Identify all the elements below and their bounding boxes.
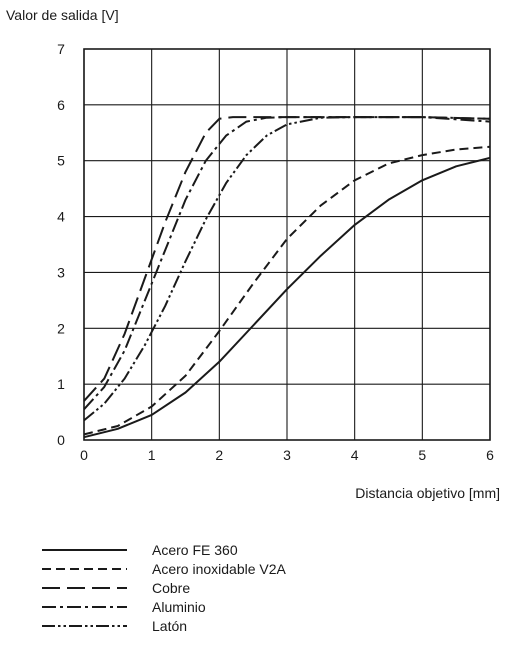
tick-labels: 0 1 2 3 4 5 6 0 1 2 3 4 5 6 7 (57, 41, 494, 463)
x-tick-label: 5 (418, 447, 426, 463)
y-tick-label: 7 (57, 41, 65, 57)
x-axis-title: Distancia objetivo [mm] (355, 485, 500, 501)
legend-label-1: Acero FE 360 (152, 542, 238, 558)
grid (83, 48, 491, 441)
x-tick-label: 6 (486, 447, 494, 463)
y-tick-label: 5 (57, 153, 65, 169)
x-tick-label: 1 (148, 447, 156, 463)
x-tick-label: 3 (283, 447, 291, 463)
y-tick-label: 4 (57, 209, 65, 225)
y-tick-label: 2 (57, 320, 65, 336)
series-lines (83, 116, 491, 439)
legend-label-3: Cobre (152, 580, 190, 596)
y-tick-label: 0 (57, 432, 65, 448)
series-line-1 (83, 156, 491, 439)
y-tick-label: 3 (57, 264, 65, 280)
y-tick-label: 6 (57, 97, 65, 113)
series-line-2 (83, 145, 491, 436)
series-line-5 (83, 116, 491, 422)
legend-label-4: Aluminio (152, 599, 206, 615)
legend-label-5: Latón (152, 618, 187, 634)
y-tick-label: 1 (57, 376, 65, 392)
y-axis-title: Valor de salida [V] (6, 7, 119, 23)
x-tick-label: 2 (215, 447, 223, 463)
x-tick-label: 4 (351, 447, 359, 463)
plot-frame (83, 48, 491, 441)
legend-label-2: Acero inoxidable V2A (152, 561, 287, 577)
legend: Acero FE 360 Acero inoxidable V2A Cobre Alu… (42, 542, 287, 634)
x-tick-label: 0 (80, 447, 88, 463)
